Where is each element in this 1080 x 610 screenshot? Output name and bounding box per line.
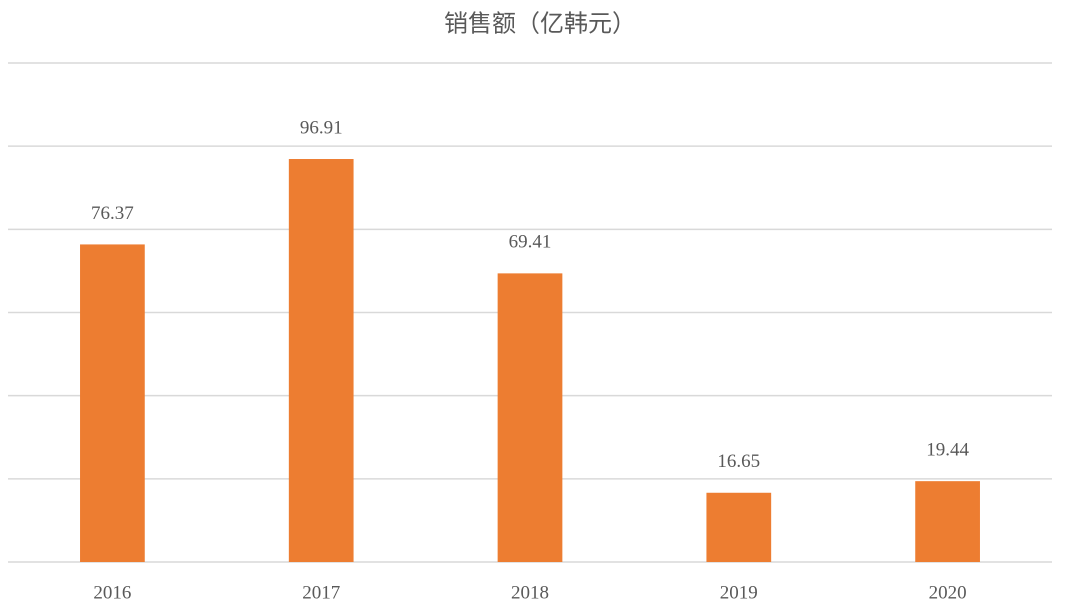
bar bbox=[915, 481, 980, 562]
bar bbox=[706, 492, 772, 562]
bar bbox=[497, 273, 563, 562]
x-tick-label: 2020 bbox=[929, 582, 967, 603]
x-tick-label: 2018 bbox=[511, 582, 549, 603]
value-label: 76.37 bbox=[91, 203, 134, 224]
value-label: 69.41 bbox=[509, 232, 552, 253]
x-tick-label: 2016 bbox=[93, 582, 131, 603]
chart-title: 销售额（亿韩元） bbox=[444, 11, 636, 38]
value-label: 19.44 bbox=[926, 440, 969, 461]
value-label: 96.91 bbox=[300, 117, 343, 138]
bar bbox=[80, 244, 145, 562]
x-tick-label: 2017 bbox=[302, 582, 340, 603]
bar bbox=[288, 159, 354, 562]
x-tick-label: 2019 bbox=[720, 582, 758, 603]
value-label: 16.65 bbox=[717, 451, 760, 472]
